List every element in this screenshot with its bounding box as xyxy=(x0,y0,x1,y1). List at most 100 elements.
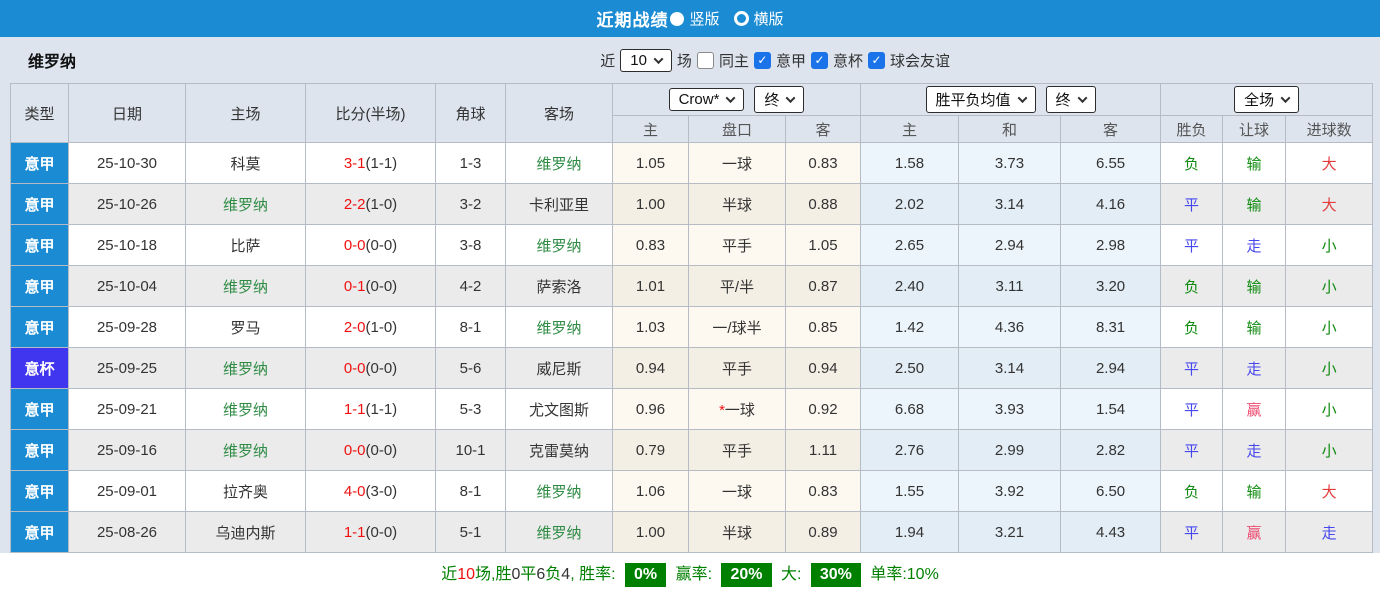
halftime-score: (0-0) xyxy=(365,441,398,459)
league-badge: 意杯 xyxy=(10,347,69,389)
table-row: 意甲 25-10-04 维罗纳 0-1(0-0) 4-2 萨索洛 1.01 平/… xyxy=(10,265,1374,307)
away-team: 维罗纳 xyxy=(505,142,613,184)
ah-home-odds: 0.79 xyxy=(612,429,689,471)
odds-type-select-value: 胜平负均值 xyxy=(935,92,1011,109)
footer-summary: 近10场,胜0平6负4, 胜率: 0% 赢率: 20% 大: 30% 单率:10… xyxy=(441,560,939,587)
halftime-score: (3-0) xyxy=(365,482,398,500)
footer-text: 场,胜 xyxy=(475,566,512,583)
coppa-checkbox[interactable]: ✓ xyxy=(810,51,828,69)
away-team: 维罗纳 xyxy=(505,306,613,348)
subheader-ah-away: 客 xyxy=(784,115,862,143)
radio-vertical-selected[interactable] xyxy=(670,11,685,26)
away-team: 尤文图斯 xyxy=(505,388,613,430)
col-header-type: 类型 xyxy=(10,83,69,143)
odds-stage-select-value: 终 xyxy=(1055,92,1071,109)
friendly-checkbox[interactable]: ✓ xyxy=(867,51,885,69)
ah-home-odds: 1.00 xyxy=(612,183,689,225)
ah-away-odds: 0.83 xyxy=(784,142,862,184)
odds-home: 6.68 xyxy=(860,388,960,430)
rate-badge: 20% xyxy=(721,563,772,587)
home-team: 维罗纳 xyxy=(185,347,306,389)
odds-draw: 3.11 xyxy=(958,265,1062,307)
away-team: 克雷莫纳 xyxy=(505,429,613,471)
score-cell: 0-0(0-0) xyxy=(305,224,436,266)
footer-text: 单率: xyxy=(865,566,907,583)
halftime-score: (0-0) xyxy=(365,277,398,295)
league-badge: 意甲 xyxy=(10,265,69,307)
serie-a-label: 意甲 xyxy=(775,52,806,70)
fulltime-score: 1-1 xyxy=(343,400,366,418)
coppa-label: 意杯 xyxy=(832,52,863,70)
ah-line-text: 平手 xyxy=(721,360,752,378)
ah-stage-select[interactable]: 终 xyxy=(754,86,805,113)
period-select[interactable]: 全场 xyxy=(1234,86,1300,113)
near-count-select[interactable]: 10 xyxy=(620,48,672,72)
ah-home-odds: 1.01 xyxy=(612,265,689,307)
score-cell: 2-0(1-0) xyxy=(305,306,436,348)
match-date: 25-09-16 xyxy=(68,429,186,471)
odds-home: 1.58 xyxy=(860,142,960,184)
same-home-checkbox[interactable] xyxy=(696,51,714,69)
result-wdl: 负 xyxy=(1160,142,1224,184)
col-header-score: 比分(半场) xyxy=(305,83,436,143)
chevron-down-icon xyxy=(725,93,736,104)
halftime-score: (0-0) xyxy=(365,236,398,254)
odds-home: 2.50 xyxy=(860,347,960,389)
score-cell: 1-1(1-1) xyxy=(305,388,436,430)
score-cell: 4-0(3-0) xyxy=(305,470,436,512)
table-row: 意甲 25-09-28 罗马 2-0(1-0) 8-1 维罗纳 1.03 一/球… xyxy=(10,306,1374,348)
result-handicap: 输 xyxy=(1222,306,1287,348)
odds-type-select[interactable]: 胜平负均值 xyxy=(925,86,1036,113)
odds-away: 3.20 xyxy=(1060,265,1162,307)
table-row: 意甲 25-09-21 维罗纳 1-1(1-1) 5-3 尤文图斯 0.96 *… xyxy=(10,388,1374,430)
odds-draw: 2.99 xyxy=(958,429,1062,471)
footer-text: 平 xyxy=(520,566,537,583)
result-wdl: 负 xyxy=(1160,470,1224,512)
ah-home-odds: 1.00 xyxy=(612,511,689,553)
odds-home: 1.94 xyxy=(860,511,960,553)
ah-away-odds: 0.87 xyxy=(784,265,862,307)
odds-draw: 3.14 xyxy=(958,347,1062,389)
radio-vertical-label[interactable]: 竖版 xyxy=(689,11,720,28)
radio-horizontal[interactable] xyxy=(733,11,749,26)
fulltime-score: 0-0 xyxy=(343,441,366,459)
subheader-ah-home: 主 xyxy=(612,115,689,143)
odds-draw: 3.92 xyxy=(958,470,1062,512)
chevron-down-icon xyxy=(653,53,664,64)
ah-away-odds: 0.88 xyxy=(784,183,862,225)
table-row: 意甲 25-10-18 比萨 0-0(0-0) 3-8 维罗纳 0.83 平手 … xyxy=(10,224,1374,266)
odds-home: 1.55 xyxy=(860,470,960,512)
table-row: 意杯 25-09-25 维罗纳 0-0(0-0) 5-6 威尼斯 0.94 平手… xyxy=(10,347,1374,389)
results-tbody: 意甲 25-10-30 科莫 3-1(1-1) 1-3 维罗纳 1.05 一球 … xyxy=(10,142,1374,553)
radio-horizontal-label[interactable]: 横版 xyxy=(753,11,784,28)
result-goals: 小 xyxy=(1285,265,1374,307)
fulltime-score: 3-1 xyxy=(343,154,366,172)
home-team: 罗马 xyxy=(185,306,306,348)
ah-home-odds: 0.83 xyxy=(612,224,689,266)
halftime-score: (1-1) xyxy=(365,154,398,172)
serie-a-checkbox[interactable]: ✓ xyxy=(753,51,771,69)
home-team: 科莫 xyxy=(185,142,306,184)
ah-line-text: 半球 xyxy=(721,196,752,214)
bookmaker-select[interactable]: Crow* xyxy=(668,88,745,111)
footer: 近10场,胜0平6负4, 胜率: 0% 赢率: 20% 大: 30% 单率:10… xyxy=(0,553,1380,589)
ah-home-odds: 0.94 xyxy=(612,347,689,389)
score-cell: 3-1(1-1) xyxy=(305,142,436,184)
match-date: 25-09-28 xyxy=(68,306,186,348)
result-handicap: 赢 xyxy=(1222,511,1287,553)
fulltime-score: 0-1 xyxy=(343,277,366,295)
odds-home: 2.40 xyxy=(860,265,960,307)
result-wdl: 平 xyxy=(1160,388,1224,430)
halftime-score: (1-0) xyxy=(365,195,398,213)
away-team: 卡利亚里 xyxy=(505,183,613,225)
ah-line-text: 一球 xyxy=(724,401,755,419)
table-row: 意甲 25-09-16 维罗纳 0-0(0-0) 10-1 克雷莫纳 0.79 … xyxy=(10,429,1374,471)
result-handicap: 输 xyxy=(1222,265,1287,307)
away-team: 威尼斯 xyxy=(505,347,613,389)
odds-stage-select[interactable]: 终 xyxy=(1045,86,1096,113)
result-handicap: 走 xyxy=(1222,347,1287,389)
odds-away: 2.94 xyxy=(1060,347,1162,389)
ah-away-odds: 1.05 xyxy=(784,224,862,266)
match-date: 25-10-04 xyxy=(68,265,186,307)
rate-badge: 30% xyxy=(810,563,861,587)
